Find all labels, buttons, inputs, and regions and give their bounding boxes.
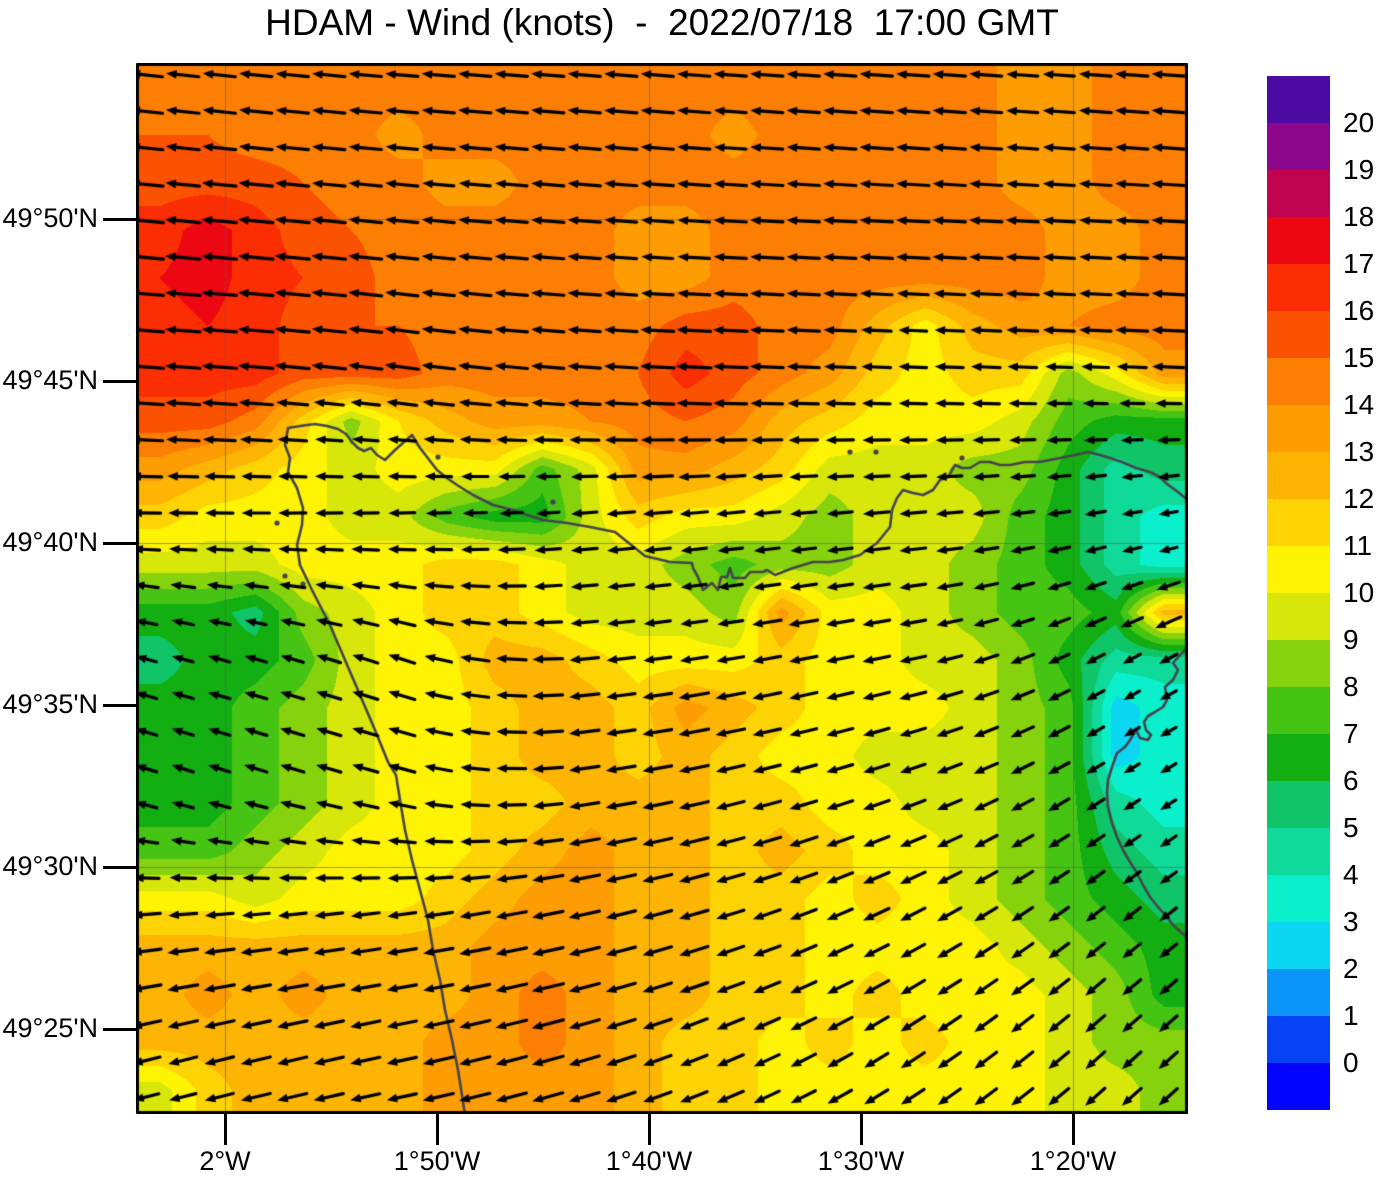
- colorbar-segment: [1267, 264, 1330, 311]
- colorbar-label: 2: [1343, 953, 1359, 984]
- colorbar-label: 7: [1343, 718, 1359, 749]
- lat-tick: [103, 1028, 136, 1031]
- colorbar-segment: [1267, 76, 1330, 123]
- colorbar-segment: [1267, 217, 1330, 264]
- colorbar-segment: [1267, 546, 1330, 593]
- lon-tick: [224, 1112, 227, 1145]
- wind-field-map-canvas: [136, 63, 1188, 1114]
- lat-tick: [103, 218, 136, 221]
- colorbar-segment: [1267, 734, 1330, 781]
- colorbar-segment: [1267, 640, 1330, 687]
- colorbar-label: 9: [1343, 624, 1359, 655]
- colorbar-label: 6: [1343, 765, 1359, 796]
- colorbar-label: 14: [1343, 389, 1375, 420]
- lat-tick: [103, 380, 136, 383]
- colorbar-segment: [1267, 781, 1330, 828]
- colorbar-label: 19: [1343, 154, 1375, 185]
- colorbar-label: 0: [1343, 1047, 1359, 1078]
- lat-tick: [103, 866, 136, 869]
- colorbar-label: 16: [1343, 295, 1375, 326]
- colorbar-label: 4: [1343, 859, 1359, 890]
- colorbar-label: 8: [1343, 671, 1359, 702]
- colorbar-label: 3: [1343, 906, 1359, 937]
- colorbar-label: 13: [1343, 436, 1375, 467]
- lon-tick: [648, 1112, 651, 1145]
- lat-label: 49°30'N: [2, 851, 98, 881]
- colorbar-segment: [1267, 687, 1330, 734]
- colorbar-segment: [1267, 1016, 1330, 1063]
- lon-label: 1°50'W: [393, 1146, 481, 1176]
- lon-tick: [860, 1112, 863, 1145]
- lat-label: 49°25'N: [2, 1013, 98, 1043]
- colorbar-label: 5: [1343, 812, 1359, 843]
- lat-tick: [103, 542, 136, 545]
- colorbar-label: 18: [1343, 201, 1375, 232]
- colorbar-segment: [1267, 922, 1330, 969]
- colorbar-segment: [1267, 170, 1330, 217]
- colorbar-label: 15: [1343, 342, 1375, 373]
- colorbar-segment: [1267, 405, 1330, 452]
- colorbar-segment: [1267, 1063, 1330, 1110]
- colorbar-segment: [1267, 311, 1330, 358]
- lat-label: 49°40'N: [2, 527, 98, 557]
- colorbar-segment: [1267, 593, 1330, 640]
- colorbar-segment: [1267, 452, 1330, 499]
- lon-label: 2°W: [199, 1146, 251, 1176]
- colorbar-label: 12: [1343, 483, 1375, 514]
- colorbar-label: 10: [1343, 577, 1375, 608]
- lon-tick: [1072, 1112, 1075, 1145]
- colorbar-segment: [1267, 123, 1330, 170]
- lon-label: 1°30'W: [817, 1146, 905, 1176]
- colorbar-label: 1: [1343, 1000, 1359, 1031]
- colorbar-segment: [1267, 499, 1330, 546]
- colorbar-segment: [1267, 828, 1330, 875]
- colorbar-label: 20: [1343, 107, 1375, 138]
- chart-title: HDAM - Wind (knots) - 2022/07/18 17:00 G…: [265, 2, 1059, 43]
- lon-label: 1°20'W: [1029, 1146, 1117, 1176]
- lon-tick: [436, 1112, 439, 1145]
- lat-label: 49°45'N: [2, 365, 98, 395]
- colorbar-segment: [1267, 358, 1330, 405]
- colorbar-segment: [1267, 969, 1330, 1016]
- colorbar-label: 11: [1343, 530, 1373, 561]
- lat-label: 49°35'N: [2, 689, 98, 719]
- lon-label: 1°40'W: [605, 1146, 693, 1176]
- lat-tick: [103, 704, 136, 707]
- colorbar-segment: [1267, 875, 1330, 922]
- lat-label: 49°50'N: [2, 203, 98, 233]
- colorbar-label: 17: [1343, 248, 1375, 279]
